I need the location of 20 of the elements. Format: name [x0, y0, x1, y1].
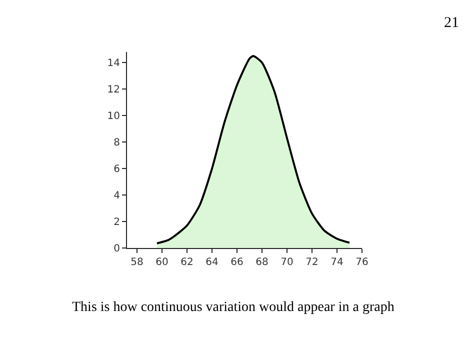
y-tick-label: 14: [107, 58, 120, 70]
y-tick-label: 4: [114, 190, 120, 202]
x-tick-label: 58: [130, 257, 144, 268]
x-tick-label: 68: [256, 257, 268, 268]
y-tick-label: 2: [114, 217, 120, 228]
x-tick-label: 70: [280, 257, 294, 268]
x-tick-label: 64: [206, 257, 218, 268]
y-tick-label: 8: [114, 138, 120, 149]
x-tick-label: 66: [230, 257, 244, 268]
x-tick-label: 76: [356, 257, 368, 268]
x-tick-label: 62: [180, 257, 194, 268]
y-tick-label: 0: [114, 244, 120, 254]
y-tick-label: 12: [107, 84, 120, 96]
text: This is how continuous variation would appear in a graph: [72, 300, 394, 315]
x-tick-label: 60: [156, 257, 168, 268]
y-tick-label: 6: [114, 164, 120, 176]
text: 21: [444, 15, 459, 31]
y-tick-label: 10: [107, 111, 120, 122]
x-tick-label: 72: [306, 257, 318, 268]
x-tick-label: 74: [330, 257, 344, 268]
